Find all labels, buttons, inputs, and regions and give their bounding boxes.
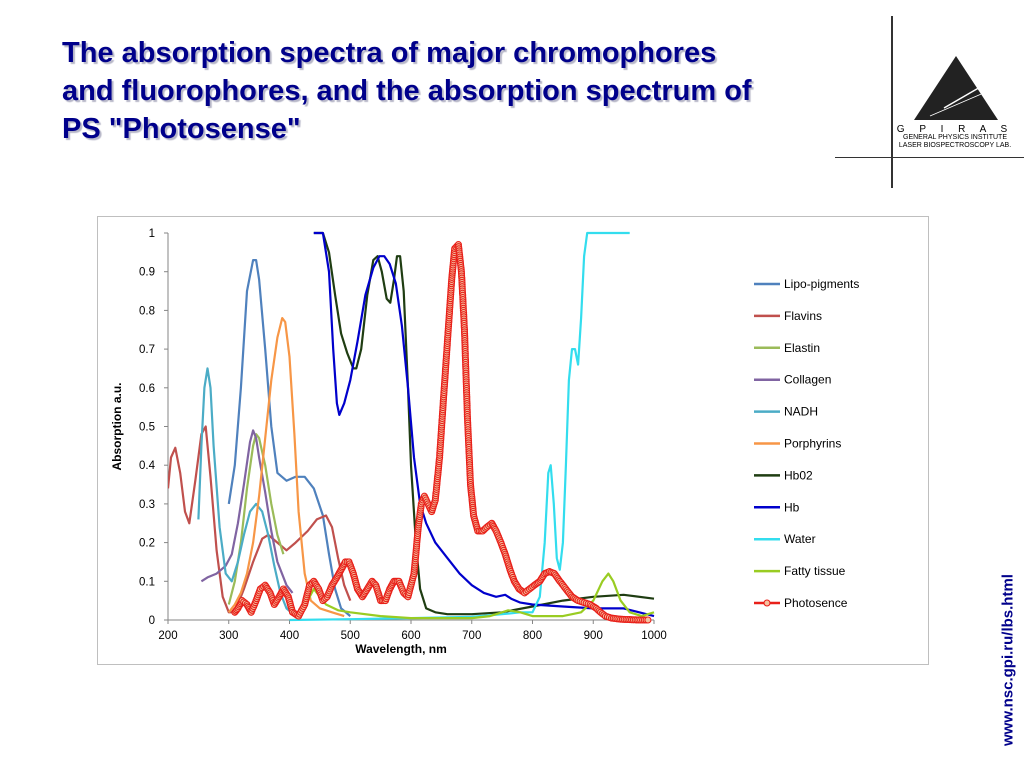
x-tick-label: 200 xyxy=(158,630,177,642)
legend-item-hb: Hb xyxy=(754,500,800,514)
legend-item-flavins: Flavins xyxy=(754,309,822,323)
series-line-hb02 xyxy=(313,231,655,616)
series-nadh xyxy=(197,367,297,617)
x-tick-label: 900 xyxy=(584,630,603,642)
title-line-3: PS "Photosense" xyxy=(62,113,301,145)
legend-item-collagen: Collagen xyxy=(754,373,831,387)
chart-legend: Lipo-pigments Flavins Elastin Collagen NADH P… xyxy=(754,277,859,610)
series-fatty-tissue xyxy=(306,572,655,620)
x-axis-label: Wavelength, nm xyxy=(355,642,447,656)
title-line-1: The absorption spectra of major chromoph… xyxy=(62,37,717,69)
legend-item-porphyrins: Porphyrins xyxy=(754,437,841,451)
series-line-porphyrins xyxy=(227,317,345,618)
x-tick-label: 1000 xyxy=(641,630,667,642)
y-tick-label: 0.6 xyxy=(139,383,155,395)
legend-item-fatty-tissue: Fatty tissue xyxy=(754,564,846,578)
series-photosence xyxy=(231,241,652,624)
y-tick-label: 0.1 xyxy=(139,576,155,588)
slide-title: The absorption spectra of major chromoph… xyxy=(62,34,892,148)
x-tick-label: 300 xyxy=(219,630,238,642)
website-url-text[interactable]: www.nsc.gpi.ru/lbs.html xyxy=(999,574,1017,746)
legend-label: Porphyrins xyxy=(784,437,841,451)
series-line-lipo-pigments xyxy=(227,259,352,617)
y-axis-label: Absorption a.u. xyxy=(110,383,124,471)
logo-vertical-rule xyxy=(891,16,893,188)
y-tick-label: 0.4 xyxy=(139,460,156,472)
absorption-chart: 200 300 400 500 600 700 800 900 1000 0 0.1 0.2 0.3 0.… xyxy=(110,228,859,656)
legend-label: Flavins xyxy=(784,309,822,323)
logo-lab: LASER BIOSPECTROSCOPY LAB. xyxy=(898,142,1012,149)
series-hb02 xyxy=(313,231,655,616)
y-tick-label: 0.2 xyxy=(139,538,155,550)
logo-horizontal-rule xyxy=(835,157,1024,158)
series-porphyrins xyxy=(227,317,345,618)
y-tick-label: 0 xyxy=(149,615,155,627)
series-line-collagen xyxy=(200,429,294,594)
x-tick-label: 700 xyxy=(462,630,481,642)
x-tick-label: 800 xyxy=(523,630,542,642)
website-url[interactable]: www.nsc.gpi.ru/lbs.html xyxy=(993,560,1023,760)
series-line-water xyxy=(289,231,630,622)
legend-item-nadh: NADH xyxy=(754,405,818,419)
series-line-nadh xyxy=(197,367,297,617)
legend-label: Hb02 xyxy=(784,468,813,482)
x-tick-label: 600 xyxy=(401,630,420,642)
legend-label: Elastin xyxy=(784,341,820,355)
legend-label: NADH xyxy=(784,405,818,419)
legend-item-hb02: Hb02 xyxy=(754,468,813,482)
y-tick-label: 0.7 xyxy=(139,344,155,356)
legend-item-water: Water xyxy=(754,532,816,546)
legend-label: Photosence xyxy=(784,596,848,610)
data-point xyxy=(644,616,652,624)
series-line-hb xyxy=(313,231,655,618)
legend-label: Water xyxy=(784,532,816,546)
legend-marker xyxy=(763,599,771,607)
x-tick-label: 500 xyxy=(341,630,360,642)
legend-label: Collagen xyxy=(784,373,831,387)
y-tick-label: 0.3 xyxy=(139,499,155,511)
gpi-logo-icon xyxy=(914,56,998,120)
chart-frame: 200 300 400 500 600 700 800 900 1000 0 0.1 0.2 0.3 0.… xyxy=(97,216,929,665)
chart-axes: 200 300 400 500 600 700 800 900 1000 0 0.1 0.2 0.3 0.… xyxy=(110,228,667,656)
legend-item-lipo-pigments: Lipo-pigments xyxy=(754,277,859,291)
legend-label: Fatty tissue xyxy=(784,564,846,578)
x-tick-label: 400 xyxy=(280,630,299,642)
series-line-fatty-tissue xyxy=(306,572,655,620)
y-tick-label: 0.9 xyxy=(139,267,155,279)
legend-item-elastin: Elastin xyxy=(754,341,820,355)
logo-letters: G P I R A S xyxy=(896,124,1014,135)
y-tick-label: 0.5 xyxy=(139,422,155,434)
title-line-2: and fluorophores, and the absorption spe… xyxy=(62,75,752,107)
legend-label: Lipo-pigments xyxy=(784,277,859,291)
logo-institute: GENERAL PHYSICS INSTITUTE xyxy=(903,134,1007,141)
series-water xyxy=(289,231,630,622)
legend-label: Hb xyxy=(784,500,800,514)
series-collagen xyxy=(200,429,294,594)
chart-series-layer xyxy=(168,231,655,624)
y-tick-label: 0.8 xyxy=(139,305,155,317)
series-lipo-pigments xyxy=(227,259,352,617)
legend-item-photosence: Photosence xyxy=(754,596,848,610)
series-hb xyxy=(313,231,655,618)
y-tick-label: 1 xyxy=(149,228,155,240)
